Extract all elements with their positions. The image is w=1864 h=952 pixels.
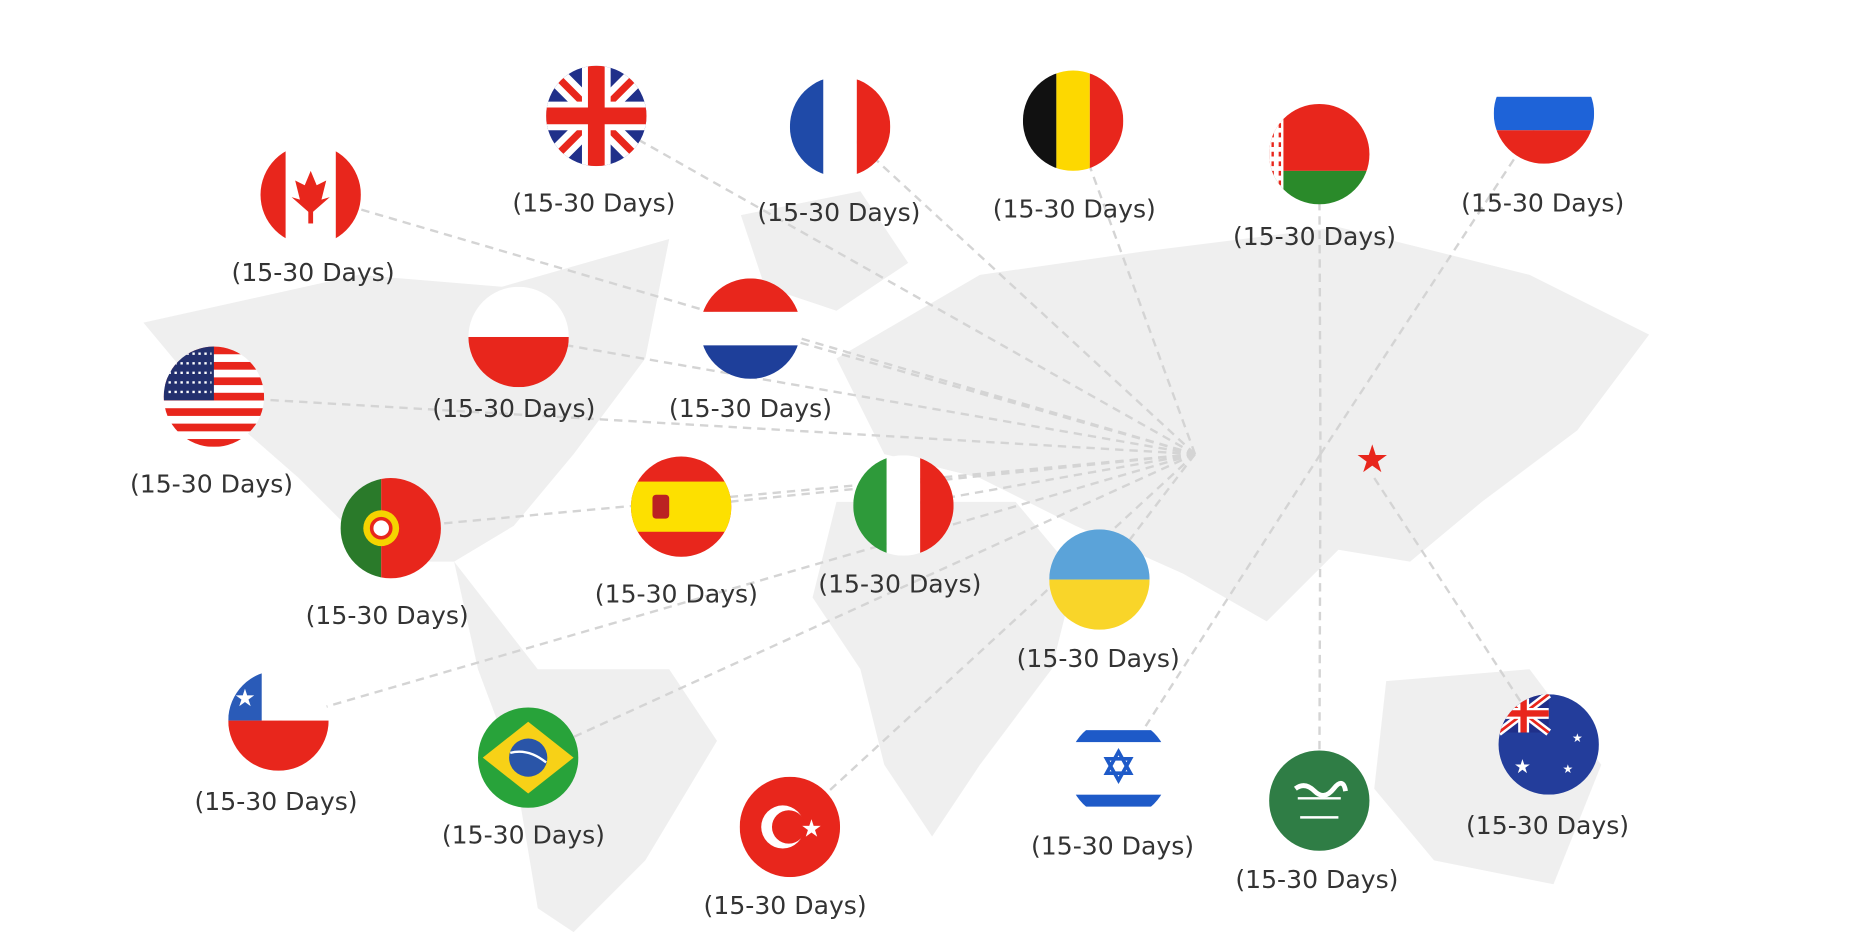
delivery-time-label: (15-30 Days) — [1465, 811, 1630, 841]
delivery-time-label: (15-30 Days) — [594, 579, 758, 609]
route-line — [789, 453, 1196, 828]
delivery-time-label: (15-30 Days) — [129, 469, 294, 499]
italy-flag-icon — [853, 455, 954, 556]
australia-flag-icon: ★ ★ ★ — [1498, 694, 1599, 795]
russia-flag-icon — [1493, 63, 1595, 164]
uk-flag-icon — [546, 65, 647, 167]
svg-text:★: ★ — [1514, 755, 1531, 778]
canada-flag-icon — [260, 144, 361, 245]
delivery-time-label: (15-30 Days) — [432, 394, 596, 424]
route-line — [750, 327, 1196, 456]
origin-star-icon: ★ — [1355, 436, 1390, 482]
route-line — [1318, 454, 1322, 801]
delivery-time-label: (15-30 Days) — [818, 570, 982, 599]
route-line — [1319, 112, 1545, 455]
svg-text:★: ★ — [234, 684, 255, 712]
delivery-time-label: (15-30 Days) — [1235, 865, 1399, 894]
delivery-time-label: (15-30 Days) — [1016, 644, 1180, 673]
route-line — [1071, 120, 1197, 455]
spain-flag-icon — [630, 456, 732, 557]
delivery-time-label: (15-30 Days) — [441, 820, 605, 850]
delivery-time-label: (15-30 Days) — [757, 198, 921, 228]
netherlands-flag-icon — [700, 278, 801, 379]
delivery-time-label: (15-30 Days) — [194, 787, 358, 817]
delivery-time-label: (15-30 Days) — [703, 891, 867, 921]
route-line — [1117, 453, 1322, 770]
brazil-flag-icon — [478, 707, 579, 808]
israel-flag-icon — [1068, 718, 1169, 819]
poland-flag-icon — [468, 286, 569, 388]
delivery-time-label: (15-30 Days) — [992, 194, 1156, 224]
usa-flag-icon — [163, 346, 265, 447]
delivery-time-label: (15-30 Days) — [512, 188, 676, 218]
turkey-flag-icon: ★ — [739, 776, 841, 878]
delivery-time-label: (15-30 Days) — [1232, 222, 1397, 251]
delivery-time-label: (15-30 Days) — [1461, 188, 1625, 218]
route-line — [1373, 477, 1550, 746]
belgium-flag-icon — [1022, 70, 1124, 171]
route-line — [527, 453, 1196, 759]
route-line — [278, 452, 1196, 722]
chile-flag-icon: ★ — [228, 670, 329, 771]
france-flag-icon — [789, 76, 891, 177]
route-line — [213, 395, 1196, 456]
svg-text:★: ★ — [1562, 762, 1573, 776]
svg-text:★: ★ — [1572, 731, 1583, 745]
delivery-time-label: (15-30 Days) — [1030, 831, 1195, 861]
svg-text:★: ★ — [801, 815, 822, 843]
route-line — [390, 452, 1196, 530]
delivery-time-label: (15-30 Days) — [668, 394, 833, 424]
route-line — [839, 125, 1196, 455]
delivery-time-label: (15-30 Days) — [305, 601, 469, 630]
portugal-flag-icon — [340, 478, 441, 579]
ukraine-flag-icon — [1049, 529, 1150, 630]
saudi-arabia-flag-icon — [1269, 750, 1370, 851]
delivery-time-label: (15-30 Days) — [231, 258, 395, 287]
belarus-flag-icon — [1269, 103, 1370, 205]
